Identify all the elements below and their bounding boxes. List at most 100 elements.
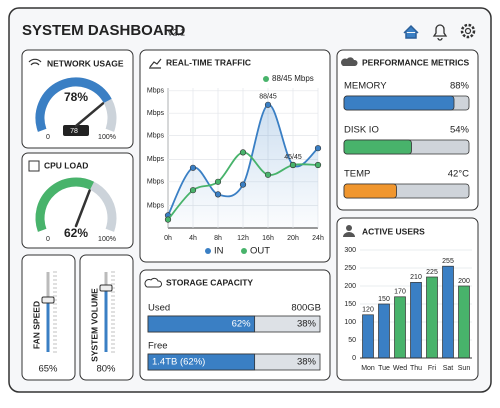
- x-tick-label: Tue: [378, 365, 390, 372]
- point: [189, 187, 197, 194]
- cloud-icon: [340, 57, 358, 66]
- value-label: 255: [442, 258, 454, 265]
- y-tick-label: Mbps: [147, 132, 165, 139]
- panel: [336, 49, 479, 211]
- y-tick-label: 300: [344, 247, 356, 254]
- value-label: 200: [458, 278, 470, 285]
- point: [314, 145, 322, 152]
- point: [239, 181, 247, 188]
- value-label: 170: [394, 289, 406, 296]
- metric-bar: [343, 183, 397, 199]
- panel-title: ACTIVE USERS: [362, 226, 425, 236]
- x-tick-label: 20h: [287, 235, 299, 242]
- x-tick-label: 24h: [312, 235, 324, 242]
- y-tick-label: 100: [344, 319, 356, 326]
- x-tick-label: 8h: [214, 235, 222, 242]
- y-tick-label: 250: [344, 265, 356, 272]
- panel: [336, 217, 479, 381]
- annotation: 88/45: [259, 94, 277, 101]
- metric-value: 88%: [450, 81, 470, 92]
- x-tick-label: Sun: [458, 365, 471, 372]
- storage-bar: [147, 315, 256, 333]
- settings-icon[interactable]: [460, 23, 476, 39]
- metric-name: TEMP: [344, 169, 370, 180]
- y-tick-label: Mbps: [147, 156, 165, 163]
- chart-icon: [149, 58, 162, 69]
- slider-value: 80%: [96, 364, 116, 375]
- x-tick-label: 12h: [237, 235, 249, 242]
- annotation: 45/45: [284, 154, 302, 161]
- point: [314, 161, 322, 169]
- point: [264, 101, 272, 108]
- y-tick-label: Mbps: [147, 110, 165, 117]
- user-icon: [343, 225, 355, 237]
- y-tick-label: 50: [348, 337, 356, 344]
- y-tick-label: 150: [344, 301, 356, 308]
- x-tick-label: Fri: [428, 365, 437, 372]
- y-tick-label: Mbps: [147, 202, 165, 209]
- panel-title: NETWORK USAGE: [47, 58, 124, 68]
- metric-bar: [343, 95, 455, 111]
- value-label: 120: [362, 307, 374, 314]
- slider-title: FAN SPEED: [31, 301, 41, 349]
- gauge-min: 0: [46, 236, 50, 243]
- gauge-value: 78%: [64, 90, 88, 104]
- wifi-icon: [28, 58, 42, 66]
- bar: [410, 282, 422, 359]
- metric-name: MEMORY: [344, 81, 387, 92]
- storage-label: Used: [148, 303, 170, 314]
- point: [214, 191, 222, 198]
- bell-icon[interactable]: [432, 24, 448, 41]
- bar: [426, 276, 438, 359]
- bar: [442, 265, 454, 359]
- gauge-needle: [74, 102, 105, 128]
- bar: [362, 314, 374, 359]
- slider-thumb: [99, 284, 113, 292]
- legend-label: OUT: [250, 246, 270, 257]
- home-icon[interactable]: [403, 24, 419, 39]
- x-tick-label: Mon: [361, 365, 375, 372]
- title: SYSTEM DASHBOARD: [22, 22, 186, 39]
- legend-swatch: [263, 76, 269, 82]
- point: [164, 216, 172, 223]
- metric-value: 54%: [450, 125, 470, 136]
- storage-amount: 800GB: [291, 303, 321, 314]
- slider-value: 65%: [38, 364, 58, 375]
- gauge-min: 0: [46, 134, 50, 141]
- panel: [21, 152, 134, 249]
- x-tick-label: Thu: [410, 365, 422, 372]
- display-value: 78: [70, 128, 78, 135]
- storage-value: 1.4TB (62%): [152, 357, 205, 368]
- version: v2.1: [168, 27, 185, 37]
- y-tick-label: 0: [352, 355, 356, 362]
- panel-title: REAL-TIME TRAFFIC: [166, 57, 251, 67]
- point: [289, 161, 297, 169]
- point: [264, 171, 272, 178]
- storage-bar: [147, 353, 256, 371]
- gauge-max: 100%: [98, 134, 116, 141]
- bar: [394, 296, 406, 359]
- bar: [458, 285, 470, 359]
- metric-value: 42°C: [448, 169, 469, 180]
- value-label: 225: [426, 269, 438, 276]
- gauge-max: 100%: [98, 236, 116, 243]
- gauge-arc: [35, 177, 95, 232]
- chip-icon: [28, 160, 40, 172]
- gauge-value: 62%: [64, 226, 88, 240]
- legend-value: 88/45 Mbps: [272, 74, 314, 83]
- x-tick-label: 0h: [164, 235, 172, 242]
- point: [214, 178, 222, 185]
- gauge-needle: [74, 189, 91, 228]
- point: [239, 149, 247, 156]
- display: [63, 125, 89, 136]
- legend-swatch: [241, 248, 247, 254]
- y-tick-label: 200: [344, 283, 356, 290]
- x-tick-label: Sat: [443, 365, 454, 372]
- gauge-arc: [35, 77, 112, 132]
- point: [189, 164, 197, 171]
- storage-label: Free: [148, 341, 168, 352]
- metric-name: DISK IO: [344, 125, 379, 136]
- legend-swatch: [205, 248, 211, 254]
